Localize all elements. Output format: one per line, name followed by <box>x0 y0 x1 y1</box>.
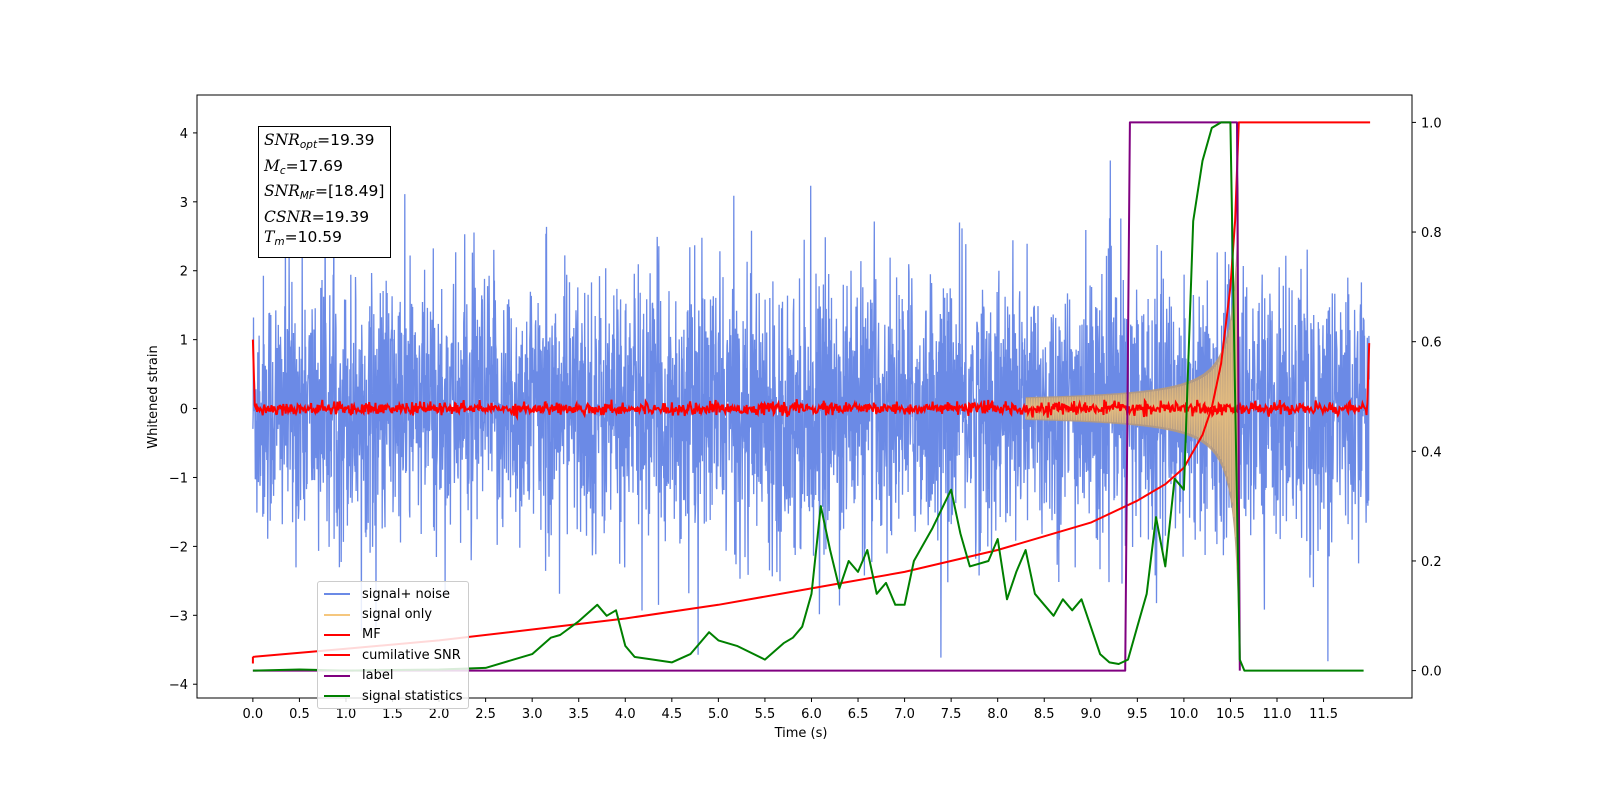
tm-value: 10.59 <box>297 228 342 246</box>
x-tick-label: 2.0 <box>429 707 450 722</box>
legend-item: signal only <box>318 604 468 624</box>
x-tick-label: 9.0 <box>1080 707 1101 722</box>
snr-mf-line: SNRMF=[18.49] <box>264 182 385 202</box>
legend-label: signal statistics <box>362 688 463 704</box>
left-y-tick-label: −2 <box>169 540 188 555</box>
x-tick-label: 5.5 <box>755 707 776 722</box>
csnr-line: CSNR=19.39 <box>264 207 370 226</box>
x-tick-label: 3.5 <box>568 707 589 722</box>
legend-item: MF <box>318 625 468 645</box>
csnr-value: 19.39 <box>324 207 370 226</box>
left-y-tick-label: −4 <box>169 678 188 693</box>
legend-item: signal+ noise <box>318 584 468 604</box>
right-y-axis-ticks: 1.0 0.8 0.6 0.4 0.2 0.0 <box>1412 116 1442 680</box>
x-tick-label: 9.5 <box>1127 707 1148 722</box>
legend-item: label <box>318 666 468 686</box>
signal-noise-line <box>252 160 1370 662</box>
x-tick-label: 8.0 <box>987 707 1008 722</box>
right-y-tick-label: 0.2 <box>1421 555 1442 570</box>
left-y-tick-label: 0 <box>180 403 188 418</box>
x-tick-label: 0.5 <box>289 707 310 722</box>
x-tick-label: 10.0 <box>1169 707 1198 722</box>
x-tick-label: 7.5 <box>941 707 962 722</box>
legend-label: MF <box>362 627 381 643</box>
x-axis-ticks: 0.0 0.5 1.0 1.5 2.0 2.5 3.0 3.5 4.0 4.5 5.0 5.5 6.0 6… <box>243 698 1338 722</box>
snr-opt-value: 19.39 <box>330 131 375 149</box>
left-y-tick-label: 4 <box>180 127 188 142</box>
legend-swatch <box>324 654 350 657</box>
signal-statistics-line <box>252 121 1364 672</box>
right-y-tick-label: 0.4 <box>1421 445 1442 460</box>
legend-swatch <box>324 613 350 616</box>
left-y-tick-label: −1 <box>169 471 188 486</box>
x-tick-label: 10.5 <box>1216 707 1245 722</box>
mc-value: 17.69 <box>298 156 344 175</box>
x-tick-label: 5.0 <box>708 707 729 722</box>
mf-series <box>251 339 1371 664</box>
x-tick-label: 11.0 <box>1263 707 1292 722</box>
x-tick-label: 4.0 <box>615 707 636 722</box>
legend-label: signal only <box>362 607 433 623</box>
left-y-tick-label: −3 <box>169 609 188 624</box>
x-tick-label: 0.0 <box>243 707 264 722</box>
y-axis-label: Whitened strain <box>146 345 161 448</box>
legend-item: cumilative SNR <box>318 645 468 665</box>
legend-label: cumilative SNR <box>362 647 461 663</box>
legend-label: signal+ noise <box>362 586 451 602</box>
left-y-axis-ticks: 4 3 2 1 0 −1 −2 −3 −4 <box>169 127 197 693</box>
chart-legend: signal+ noise signal only MF cumilative … <box>317 581 469 710</box>
legend-label: label <box>362 668 394 684</box>
label-line <box>252 121 1241 672</box>
right-y-tick-label: 0.0 <box>1421 665 1442 680</box>
x-tick-label: 3.0 <box>522 707 543 722</box>
plot-frame <box>196 94 1413 699</box>
legend-swatch <box>324 593 350 596</box>
legend-swatch <box>324 674 350 677</box>
x-tick-label: 1.5 <box>382 707 403 722</box>
legend-swatch <box>324 633 350 636</box>
left-y-tick-label: 1 <box>180 334 188 349</box>
tm-line: Tm=10.59 <box>264 228 342 248</box>
mf-line <box>251 339 1371 421</box>
snr-annotation-box: SNRopt=19.39 Mc=17.69 SNRMF=[18.49] CSNR… <box>258 126 392 258</box>
right-axis-series <box>252 121 1371 672</box>
right-y-tick-label: 0.6 <box>1421 336 1442 351</box>
right-y-tick-label: 0.8 <box>1421 226 1442 241</box>
x-tick-label: 2.5 <box>475 707 496 722</box>
x-tick-label: 6.5 <box>848 707 869 722</box>
x-tick-label: 6.0 <box>801 707 822 722</box>
legend-item: signal statistics <box>318 686 468 706</box>
x-tick-label: 8.5 <box>1034 707 1055 722</box>
x-axis-label: Time (s) <box>774 726 828 741</box>
signal-noise-series <box>252 160 1370 662</box>
x-tick-label: 1.0 <box>336 707 357 722</box>
left-y-tick-label: 2 <box>180 265 188 280</box>
mc-line: Mc=17.69 <box>264 156 344 177</box>
left-y-tick-label: 3 <box>180 196 188 211</box>
snr-mf-value: [18.49] <box>327 182 385 200</box>
x-tick-label: 11.5 <box>1309 707 1338 722</box>
right-y-tick-label: 1.0 <box>1421 116 1442 131</box>
x-tick-label: 7.0 <box>894 707 915 722</box>
x-tick-label: 4.5 <box>661 707 682 722</box>
legend-swatch <box>324 695 350 698</box>
snr-opt-line: SNRopt=19.39 <box>264 131 375 151</box>
